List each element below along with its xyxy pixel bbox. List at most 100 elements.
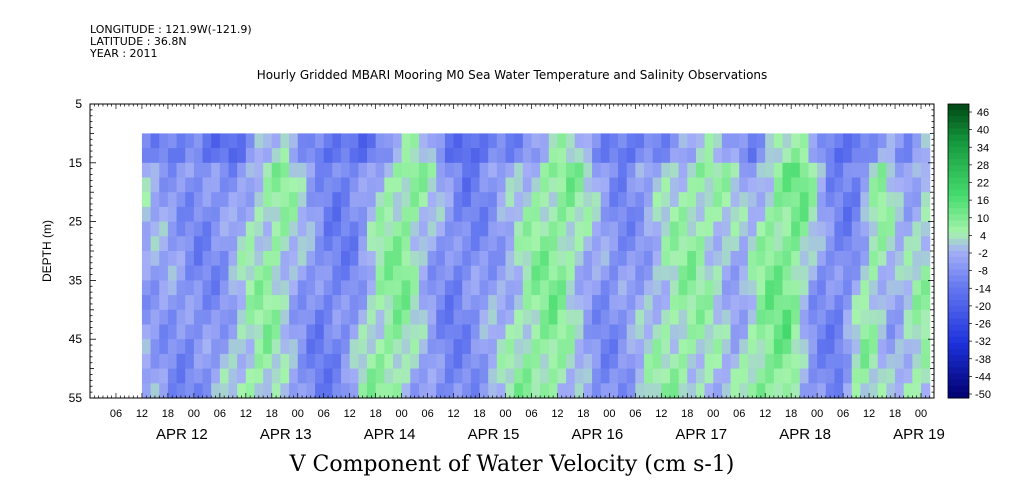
- heatmap-cell: [289, 192, 299, 208]
- heatmap-cell: [315, 265, 325, 281]
- heatmap-cell: [739, 162, 749, 179]
- heatmap-cell: [661, 162, 671, 179]
- heatmap-cell: [869, 324, 879, 340]
- heatmap-cell: [280, 251, 290, 267]
- heatmap-cell: [514, 383, 524, 399]
- heatmap-cell: [159, 162, 169, 179]
- colorbar-swatch: [948, 330, 969, 338]
- heatmap-cell: [531, 353, 541, 370]
- heatmap-cell: [531, 162, 541, 179]
- heatmap-cell: [730, 236, 740, 252]
- heatmap-cell: [903, 133, 913, 149]
- heatmap-cell: [367, 265, 377, 281]
- heatmap-cell: [626, 236, 636, 252]
- heatmap-cell: [921, 133, 931, 149]
- heatmap-cell: [444, 148, 455, 164]
- heatmap-cell: [514, 265, 524, 281]
- heatmap-cell: [254, 221, 264, 237]
- heatmap-cell: [341, 251, 351, 267]
- heatmap-cell: [825, 368, 836, 384]
- heatmap-cell: [392, 295, 403, 311]
- heatmap-cell: [704, 265, 714, 281]
- x-hour-label: 12: [863, 408, 875, 420]
- heatmap-cell: [349, 148, 359, 164]
- heatmap-cell: [817, 177, 827, 193]
- heatmap-cell: [375, 368, 385, 384]
- heatmap-cell: [557, 265, 567, 281]
- heatmap-cell: [912, 383, 922, 399]
- heatmap-cell: [583, 368, 593, 384]
- heatmap-cell: [323, 368, 333, 384]
- heatmap-cell: [695, 368, 706, 384]
- heatmap-cell: [921, 339, 931, 355]
- heatmap-cell: [808, 133, 818, 149]
- heatmap-cell: [410, 368, 420, 384]
- heatmap-cell: [782, 192, 792, 208]
- colorbar-swatch: [948, 318, 969, 326]
- heatmap-cell: [695, 265, 706, 281]
- heatmap-cell: [548, 251, 559, 267]
- heatmap-cell: [600, 133, 610, 149]
- heatmap-cell: [808, 148, 818, 164]
- heatmap-cell: [548, 192, 559, 208]
- heatmap-cell: [644, 383, 654, 399]
- heatmap-cell: [851, 162, 862, 179]
- heatmap-cell: [799, 383, 810, 399]
- x-hour-label: 18: [370, 408, 382, 420]
- heatmap-cell: [739, 339, 749, 355]
- heatmap-cell: [825, 192, 836, 208]
- heatmap-cell: [566, 236, 576, 252]
- heatmap-cell: [384, 251, 394, 267]
- heatmap-cell: [470, 206, 481, 223]
- heatmap-cell: [410, 148, 420, 164]
- heatmap-cell: [315, 236, 325, 252]
- heatmap-cell: [358, 353, 368, 370]
- heatmap-cell: [618, 148, 628, 164]
- heatmap-cell: [141, 295, 152, 311]
- heatmap-cell: [912, 192, 922, 208]
- heatmap-cell: [695, 295, 706, 311]
- heatmap-cell: [652, 280, 662, 296]
- heatmap-cell: [661, 353, 671, 370]
- heatmap-cell: [167, 383, 178, 399]
- heatmap-cell: [834, 133, 844, 149]
- heatmap-cell: [860, 324, 870, 340]
- heatmap-cell: [514, 353, 524, 370]
- heatmap-cell: [453, 251, 463, 267]
- heatmap-cell: [808, 280, 818, 296]
- colorbar-swatch: [948, 214, 969, 221]
- heatmap-cell: [453, 206, 463, 223]
- heatmap-cell: [522, 192, 533, 208]
- heatmap-cell: [418, 221, 429, 237]
- heatmap-cell: [609, 324, 619, 340]
- heatmap-cell: [418, 206, 429, 223]
- heatmap-cell: [341, 236, 351, 252]
- heatmap-cell: [808, 251, 818, 267]
- heatmap-cell: [505, 383, 515, 399]
- heatmap-cell: [514, 339, 524, 355]
- heatmap-cell: [167, 353, 178, 370]
- heatmap-cell: [825, 265, 836, 281]
- heatmap-cell: [193, 309, 204, 326]
- heatmap-cell: [843, 368, 853, 384]
- heatmap-cell: [375, 177, 385, 193]
- heatmap-cell: [730, 309, 740, 326]
- heatmap-cell: [323, 383, 333, 399]
- heatmap-cell: [921, 251, 931, 267]
- heatmap-cell: [687, 368, 697, 384]
- colorbar-label: 40: [977, 125, 989, 137]
- heatmap-cell: [739, 368, 749, 384]
- heatmap-cell: [332, 148, 342, 164]
- heatmap-cell: [522, 295, 533, 311]
- heatmap-cell: [531, 368, 541, 384]
- heatmap-cell: [557, 148, 567, 164]
- heatmap-cell: [877, 206, 887, 223]
- heatmap-cell: [574, 148, 585, 164]
- heatmap-cell: [799, 295, 810, 311]
- heatmap-cell: [782, 324, 792, 340]
- heatmap-cell: [514, 236, 524, 252]
- heatmap-cell: [566, 265, 576, 281]
- heatmap-cell: [341, 353, 351, 370]
- heatmap-cell: [773, 251, 784, 267]
- heatmap-cell: [444, 295, 455, 311]
